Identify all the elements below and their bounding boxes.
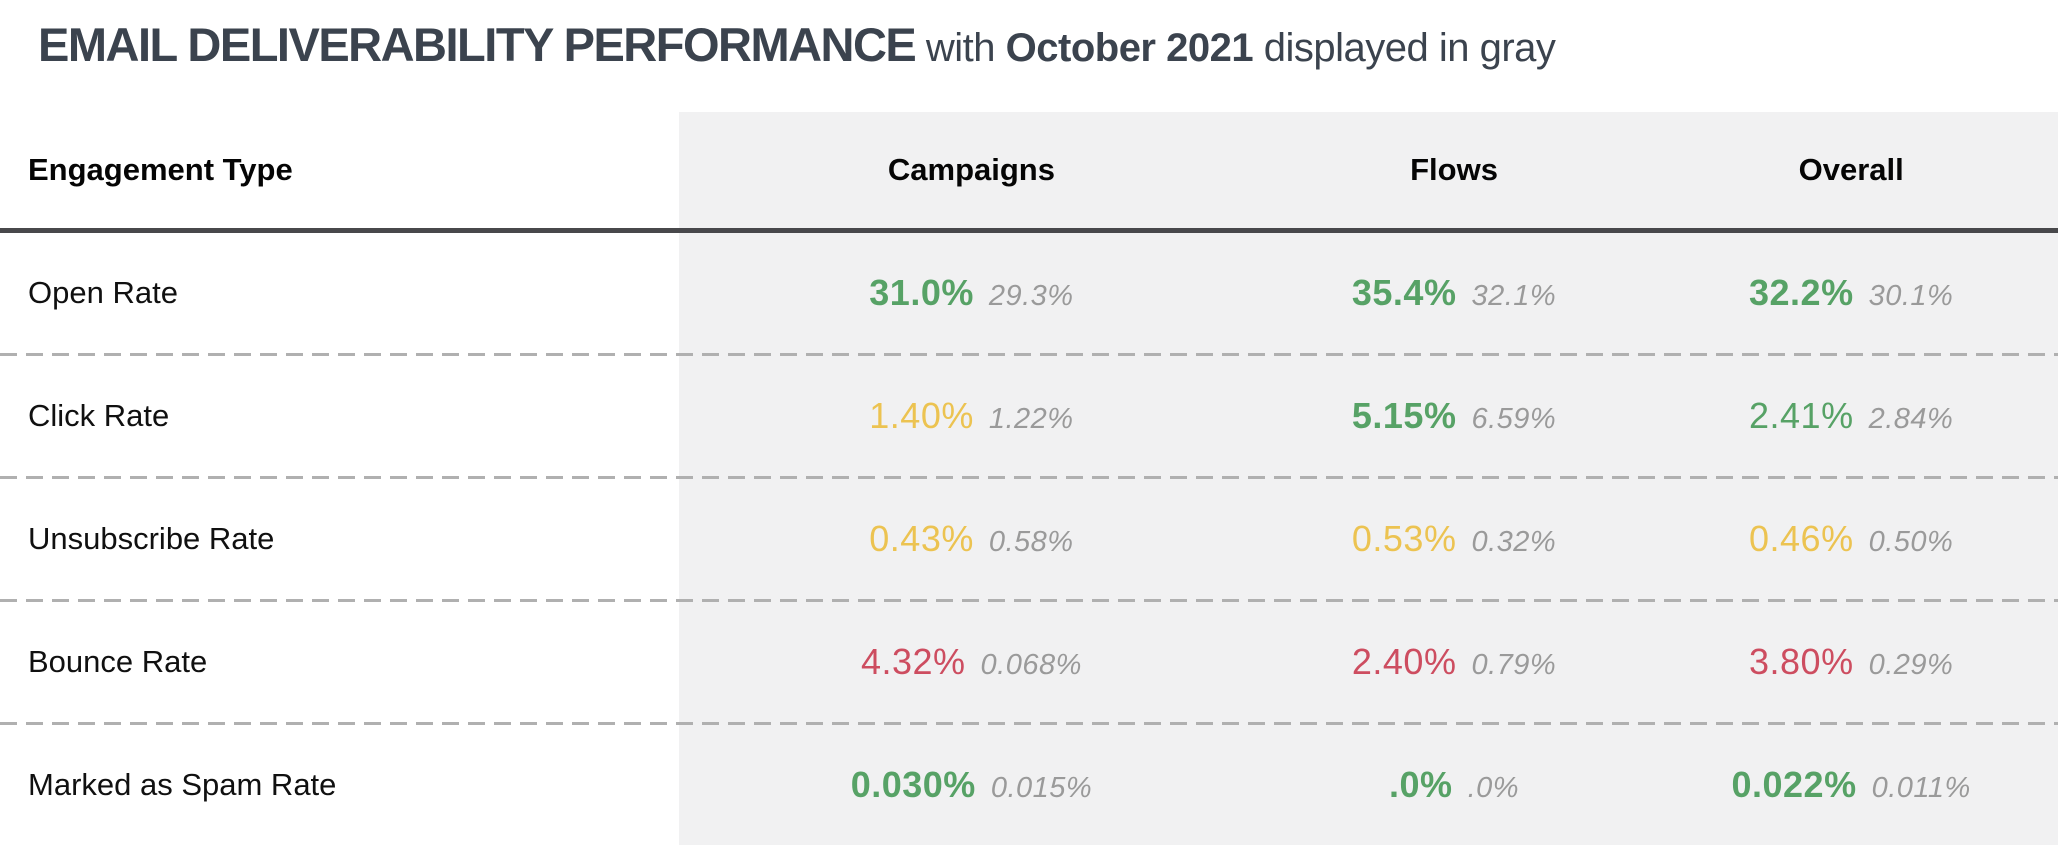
current-value: 0.43% (869, 518, 974, 559)
current-value: 31.0% (869, 272, 974, 313)
table-row-unsubscribe-rate: Unsubscribe Rate 0.43% 0.58% 0.53% 0.32%… (0, 479, 2058, 599)
page-title-suffix: displayed in gray (1253, 26, 1556, 70)
current-value: 4.32% (860, 641, 966, 682)
metric-cell: 5.15% 6.59% (1264, 395, 1645, 437)
page-title-main: EMAIL DELIVERABILITY PERFORMANCE (38, 18, 917, 71)
previous-value: 0.79% (1471, 649, 1557, 681)
metric-cell: 31.0% 29.3% (679, 272, 1264, 314)
column-header-campaigns: Campaigns (887, 152, 1055, 187)
row-divider (0, 353, 2058, 356)
previous-value: 0.58% (988, 526, 1074, 558)
previous-value: 0.29% (1868, 649, 1954, 681)
metric-cell: 0.43% 0.58% (679, 518, 1264, 560)
current-value: 0.53% (1351, 518, 1457, 559)
page-title-period: October 2021 (1005, 26, 1254, 70)
table-row-marked-as-spam-rate: Marked as Spam Rate 0.030% 0.015% .0% .0… (0, 725, 2058, 845)
metric-cell: 4.32% 0.068% (679, 641, 1264, 683)
metric-cell: 0.53% 0.32% (1264, 518, 1645, 560)
current-value: .0% (1389, 764, 1453, 805)
metric-cell: 2.41% 2.84% (1644, 395, 2058, 437)
column-header-flows: Flows (1410, 152, 1498, 187)
previous-value: 0.011% (1871, 772, 1971, 804)
current-value: 3.80% (1749, 641, 1854, 682)
row-label: Click Rate (28, 398, 170, 433)
table-row-bounce-rate: Bounce Rate 4.32% 0.068% 2.40% 0.79% 3.8… (0, 602, 2058, 722)
previous-value: 0.068% (980, 649, 1082, 681)
previous-value: 6.59% (1471, 403, 1557, 435)
row-divider (0, 476, 2058, 479)
current-value: 0.46% (1749, 518, 1854, 559)
current-value: 0.022% (1731, 764, 1857, 805)
row-divider (0, 722, 2058, 725)
table-row-open-rate: Open Rate 31.0% 29.3% 35.4% 32.1% 32.2% … (0, 233, 2058, 353)
previous-value: 0.32% (1471, 526, 1557, 558)
previous-value: 1.22% (988, 403, 1074, 435)
previous-value: 2.84% (1868, 403, 1954, 435)
previous-value: 29.3% (988, 280, 1074, 312)
current-value: 2.40% (1351, 641, 1457, 682)
current-value: 0.030% (850, 764, 976, 805)
column-header-engagement-type: Engagement Type (28, 152, 293, 187)
metric-cell: 3.80% 0.29% (1644, 641, 2058, 683)
previous-value: 0.015% (990, 772, 1093, 804)
column-header-overall: Overall (1798, 152, 1904, 187)
table-header-values: Campaigns Flows Overall (679, 152, 2058, 188)
page-title: EMAIL DELIVERABILITY PERFORMANCE with Oc… (38, 16, 2058, 74)
metric-cell: 1.40% 1.22% (679, 395, 1264, 437)
current-value: 1.40% (869, 395, 974, 436)
metric-cell: 0.022% 0.011% (1644, 764, 2058, 806)
current-value: 5.15% (1351, 395, 1457, 436)
previous-value: 0.50% (1868, 526, 1954, 558)
row-label: Open Rate (28, 275, 178, 310)
deliverability-table: Engagement Type Campaigns Flows Overall … (0, 112, 2058, 845)
row-divider (0, 599, 2058, 602)
current-value: 32.2% (1749, 272, 1854, 313)
metric-cell: 0.46% 0.50% (1644, 518, 2058, 560)
previous-value: .0% (1467, 772, 1520, 804)
metric-cell: 2.40% 0.79% (1264, 641, 1645, 683)
row-label: Unsubscribe Rate (28, 521, 275, 556)
metric-cell: .0% .0% (1264, 764, 1645, 806)
current-value: 35.4% (1351, 272, 1457, 313)
row-label: Marked as Spam Rate (28, 767, 337, 802)
metric-cell: 32.2% 30.1% (1644, 272, 2058, 314)
metric-cell: 0.030% 0.015% (679, 764, 1264, 806)
row-label: Bounce Rate (28, 644, 208, 679)
page-title-connector: with (915, 26, 1006, 70)
current-value: 2.41% (1749, 395, 1854, 436)
table-row-click-rate: Click Rate 1.40% 1.22% 5.15% 6.59% 2.41%… (0, 356, 2058, 476)
previous-value: 30.1% (1868, 280, 1954, 312)
table-header-row: Engagement Type Campaigns Flows Overall (0, 112, 2058, 233)
metric-cell: 35.4% 32.1% (1264, 272, 1645, 314)
previous-value: 32.1% (1471, 280, 1557, 312)
